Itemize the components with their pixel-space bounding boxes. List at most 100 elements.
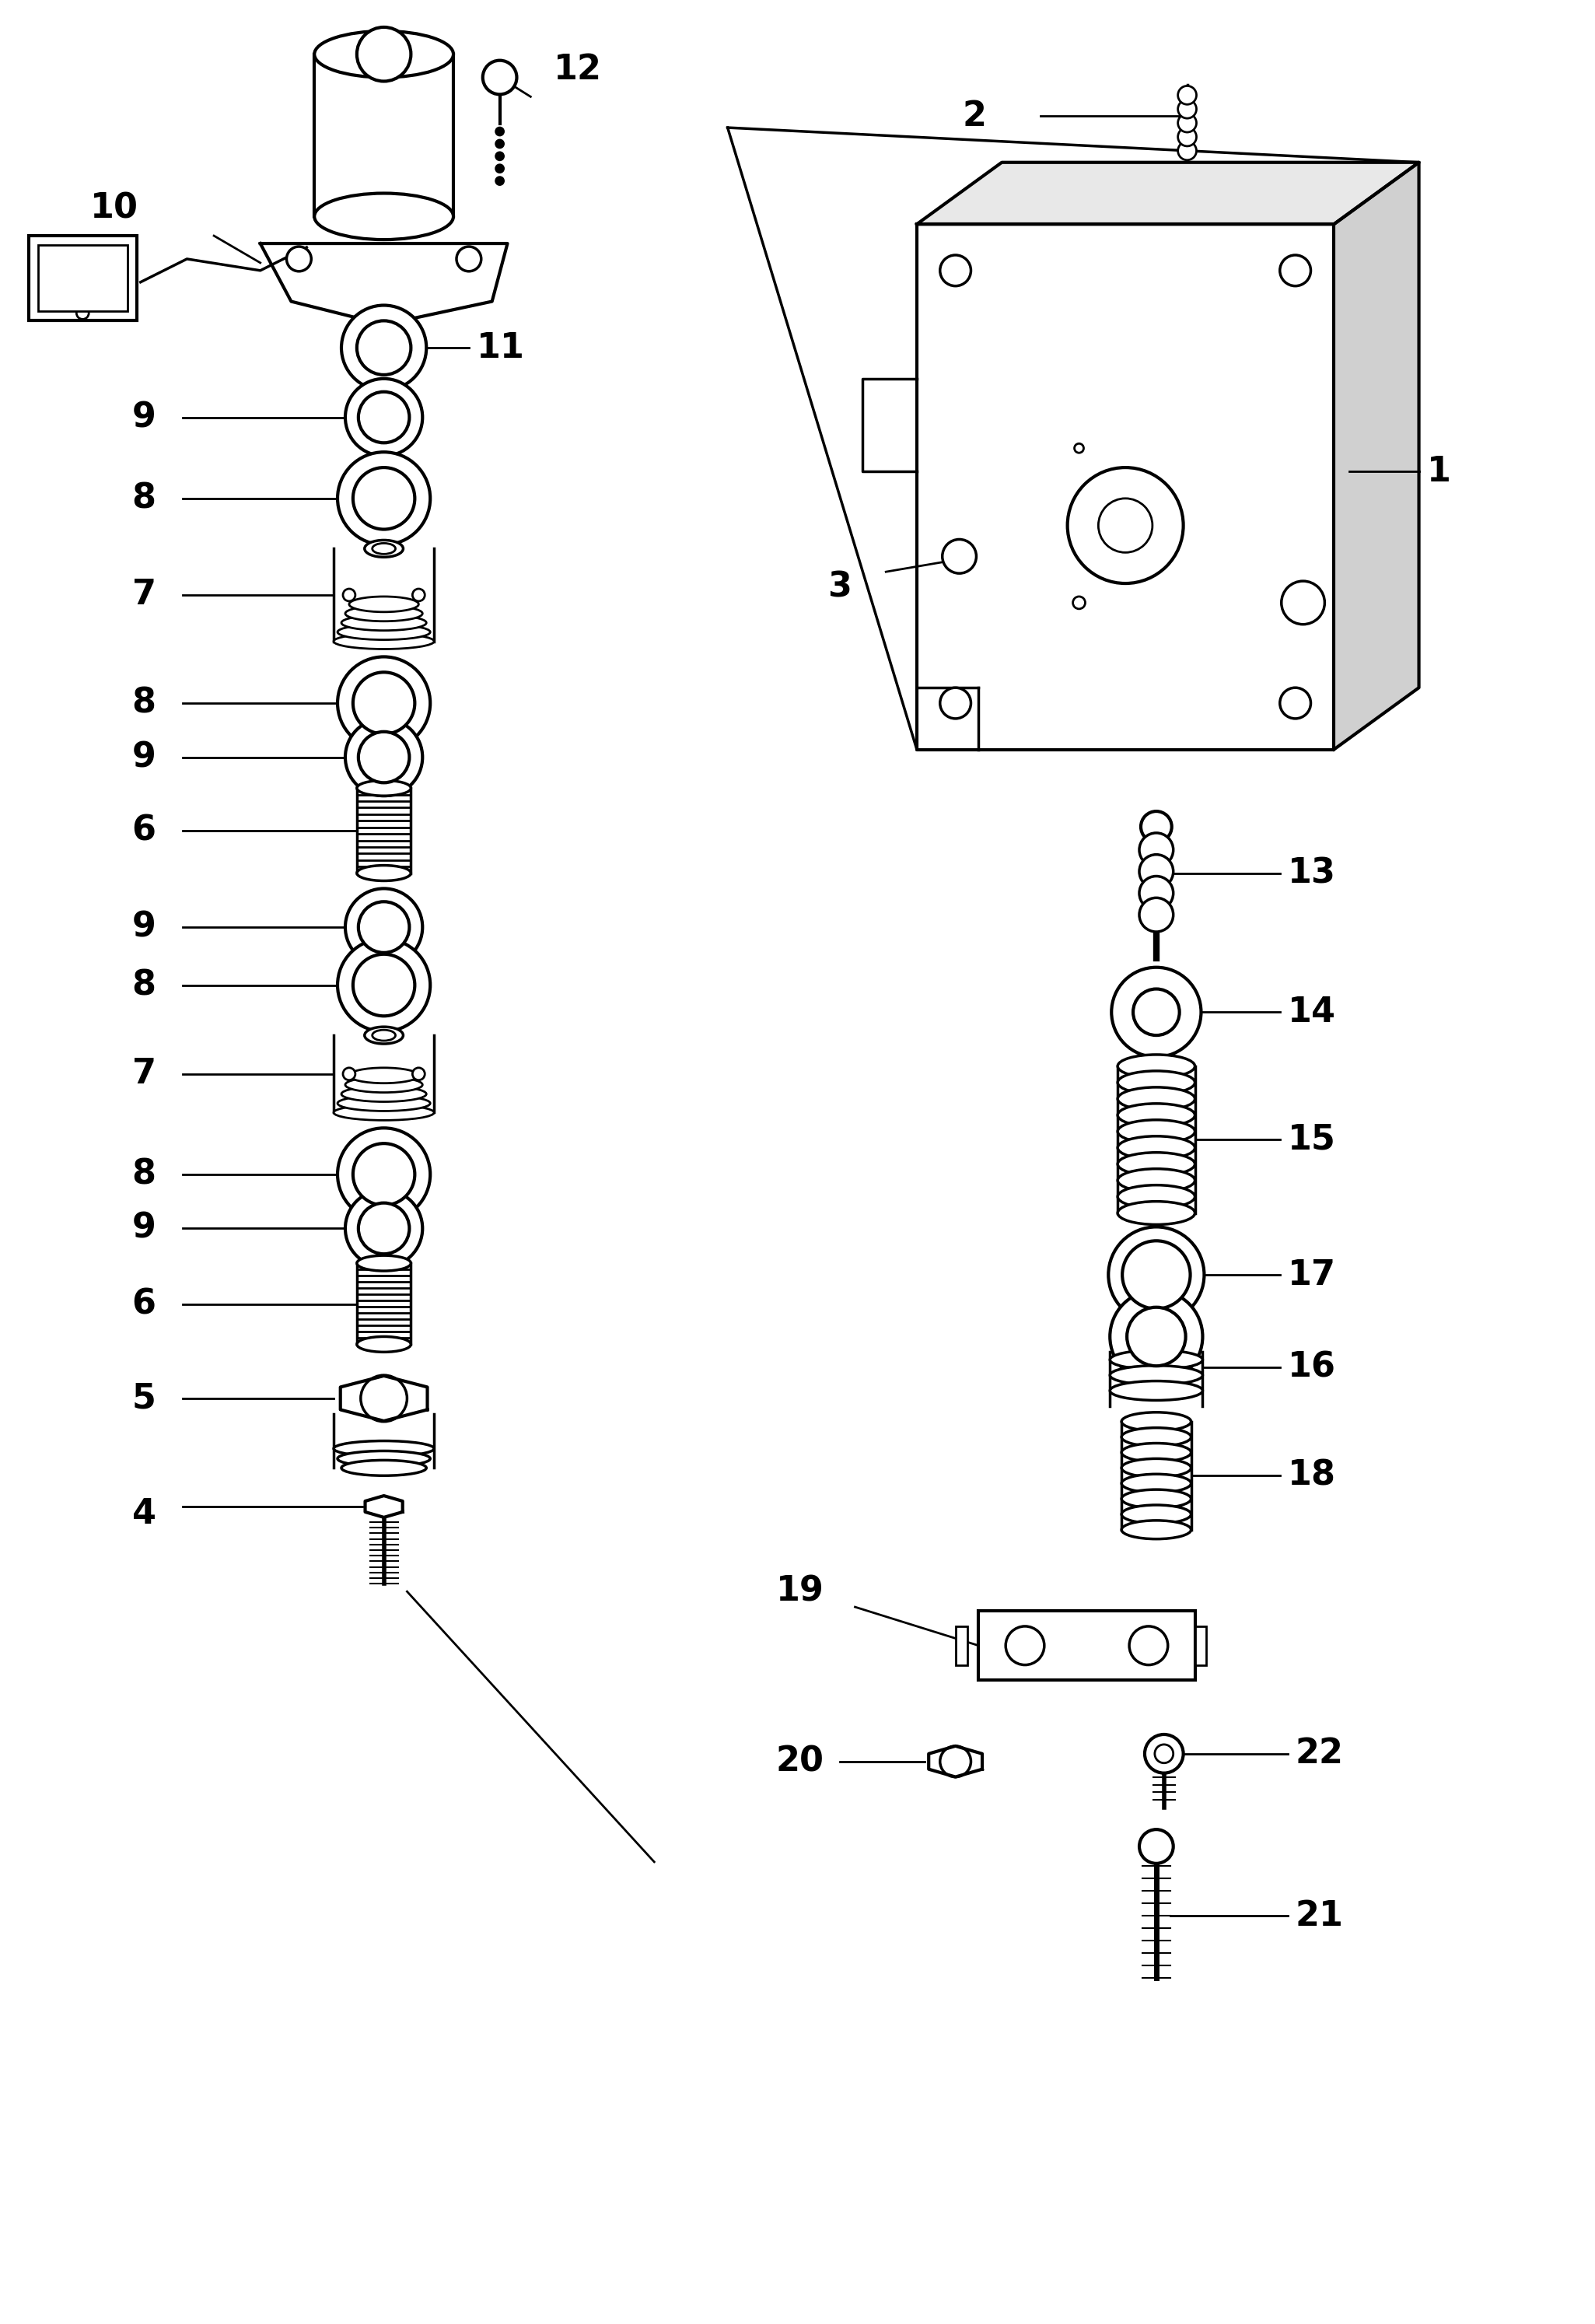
Circle shape [483,60,517,95]
Ellipse shape [372,1030,396,1041]
Text: 10: 10 [91,193,139,225]
Text: 12: 12 [553,53,601,86]
Text: 9: 9 [132,400,156,435]
Ellipse shape [341,616,426,630]
Circle shape [1128,1306,1185,1367]
Ellipse shape [1110,1367,1203,1385]
Circle shape [1140,811,1172,841]
Text: 8: 8 [132,481,156,516]
Circle shape [357,321,412,374]
Circle shape [1139,855,1174,888]
FancyBboxPatch shape [29,235,137,321]
Polygon shape [340,1376,427,1420]
Ellipse shape [314,30,453,77]
Circle shape [496,139,504,149]
Ellipse shape [345,607,423,621]
Circle shape [1179,142,1196,160]
Polygon shape [917,223,1333,748]
Text: 7: 7 [132,579,156,611]
Ellipse shape [357,1336,412,1353]
Circle shape [352,955,415,1016]
Ellipse shape [333,1441,434,1457]
Ellipse shape [357,1255,412,1271]
Circle shape [1139,876,1174,911]
Ellipse shape [338,1095,431,1111]
Circle shape [1110,1290,1203,1383]
Circle shape [939,688,971,718]
Circle shape [1139,1829,1174,1864]
Circle shape [1006,1627,1045,1664]
Text: 6: 6 [132,813,156,848]
Ellipse shape [1118,1055,1195,1078]
Bar [1195,1627,1206,1664]
Ellipse shape [333,1104,434,1120]
Circle shape [352,1143,415,1206]
Circle shape [341,304,426,390]
Circle shape [345,718,423,795]
Circle shape [360,1376,407,1422]
Text: 2: 2 [962,100,986,132]
Polygon shape [365,1497,402,1518]
Circle shape [1279,256,1311,286]
Circle shape [939,256,971,286]
Circle shape [1281,581,1325,625]
Circle shape [1123,1241,1190,1308]
Polygon shape [260,244,507,325]
Circle shape [943,539,976,574]
Polygon shape [1333,163,1420,748]
Ellipse shape [365,539,404,558]
Ellipse shape [1118,1185,1195,1208]
Circle shape [359,732,410,783]
Circle shape [1132,990,1179,1034]
Text: 9: 9 [132,911,156,944]
Circle shape [338,453,431,544]
Bar [955,1627,967,1664]
Text: 8: 8 [132,969,156,1002]
Text: 17: 17 [1287,1257,1335,1292]
Ellipse shape [341,1459,426,1476]
Text: 4: 4 [132,1497,156,1532]
Circle shape [1139,832,1174,867]
Circle shape [413,1067,424,1081]
Circle shape [456,246,482,272]
Circle shape [1129,1627,1168,1664]
Ellipse shape [1118,1088,1195,1111]
Circle shape [1067,467,1183,583]
Circle shape [1179,86,1196,105]
Ellipse shape [338,625,431,639]
Text: 1: 1 [1426,456,1451,488]
Circle shape [338,658,431,748]
Ellipse shape [1110,1350,1203,1369]
Circle shape [1279,688,1311,718]
Ellipse shape [349,597,418,611]
FancyBboxPatch shape [38,244,128,311]
Ellipse shape [1121,1427,1191,1446]
Circle shape [345,1190,423,1267]
Text: 21: 21 [1295,1899,1343,1934]
Circle shape [496,165,504,172]
Text: 8: 8 [132,686,156,720]
Circle shape [496,177,504,186]
Circle shape [287,246,311,272]
Ellipse shape [1121,1413,1191,1432]
Ellipse shape [333,634,434,648]
Text: 14: 14 [1287,995,1335,1030]
Ellipse shape [372,544,396,553]
Text: 16: 16 [1287,1350,1335,1385]
Polygon shape [917,163,1420,223]
Ellipse shape [345,1076,423,1092]
Circle shape [1109,1227,1204,1322]
Circle shape [1073,597,1085,609]
Circle shape [359,1204,410,1255]
Text: 6: 6 [132,1287,156,1320]
Text: 9: 9 [132,741,156,774]
Circle shape [1075,444,1083,453]
Ellipse shape [338,1450,431,1466]
Ellipse shape [349,1067,418,1083]
Text: 7: 7 [132,1057,156,1090]
Circle shape [345,379,423,456]
Circle shape [343,1067,356,1081]
Ellipse shape [357,865,412,881]
Bar [979,1611,1195,1680]
Circle shape [413,588,424,602]
